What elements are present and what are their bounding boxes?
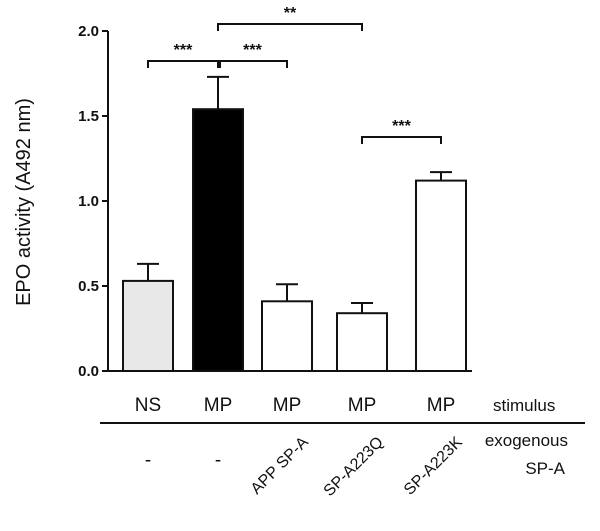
y-tick-label: 0.0: [78, 363, 99, 380]
y-tick-label: 0.5: [78, 278, 99, 295]
bar: [261, 300, 313, 372]
exogenous-spa-label: SP-A223K: [401, 434, 466, 499]
stimulus-row: NS MP MP MP MP: [135, 395, 455, 416]
significance-bracket: [219, 60, 288, 68]
stimulus-row-label: stimulus: [493, 396, 555, 415]
exogenous-row-label-line2: SP-A: [525, 459, 565, 478]
exogenous-spa-label: -: [145, 450, 151, 471]
significance-label: ***: [243, 42, 262, 59]
y-tick-label: 1.0: [78, 193, 99, 210]
exogenous-spa-label: -: [215, 450, 221, 471]
bar: [336, 312, 388, 373]
significance-bracket: [361, 136, 442, 144]
exogenous-row: - - APP SP-A SP-A223Q SP-A223K: [145, 434, 466, 500]
significance-label: ***: [174, 42, 193, 59]
significance-bracket: [217, 23, 363, 31]
bar: [415, 179, 467, 372]
stimulus-label: MP: [427, 395, 456, 416]
bars: [122, 75, 467, 373]
y-tick-label: 2.0: [78, 23, 99, 40]
stimulus-label: NS: [135, 395, 161, 416]
significance-label: ***: [392, 118, 411, 135]
stimulus-label: MP: [273, 395, 302, 416]
significance-label: **: [284, 5, 297, 22]
exogenous-spa-label: APP SP-A: [248, 434, 312, 498]
stimulus-label: MP: [204, 395, 233, 416]
significance-bracket: [147, 60, 219, 68]
exogenous-spa-label: SP-A223Q: [321, 434, 387, 500]
exogenous-row-label-line1: exogenous: [485, 431, 568, 450]
significance-brackets: *** ********: [147, 5, 442, 144]
y-tick-label: 1.5: [78, 108, 99, 125]
y-axis-label: EPO activity (A492 nm): [13, 98, 35, 306]
bar: [192, 108, 244, 372]
stimulus-label: MP: [348, 395, 377, 416]
bar: [122, 279, 174, 372]
